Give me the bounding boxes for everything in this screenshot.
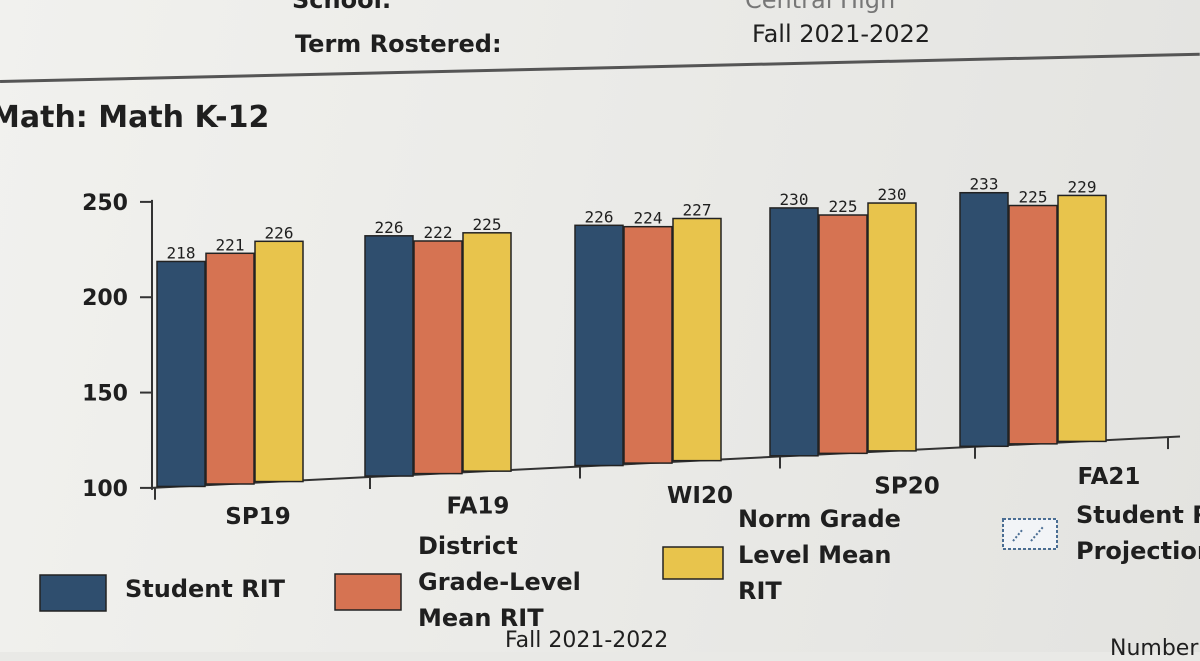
data-label-SP20-series-2: 225: [829, 197, 858, 216]
bar-FA19-series-1: [364, 235, 414, 477]
legend-swatch-hatch: [1012, 526, 1044, 542]
data-label-FA19-series-3: 225: [473, 215, 502, 234]
legend-label-district-mean-line-3: Mean RIT: [418, 604, 544, 632]
bar-FA21-series-1: [959, 191, 1009, 448]
bar-FA19-series-2: [413, 240, 463, 475]
bar-SP20-series-1: [769, 207, 819, 457]
y-tick-label-100: 100: [82, 477, 128, 502]
x-tick-label-FA21: FA21: [1078, 464, 1141, 490]
bar-SP20-series-3: [867, 202, 917, 452]
x-tick-label-FA19: FA19: [447, 494, 510, 520]
legend-swatch-norm-mean: [662, 546, 724, 580]
legend-swatch-student-projection: [1002, 518, 1058, 550]
y-tick-label-200: 200: [82, 286, 128, 311]
data-label-SP19-series-2: 221: [216, 235, 245, 254]
chart-bars: [156, 191, 1107, 488]
data-label-SP20-series-3: 230: [878, 185, 907, 204]
school-label: School:: [292, 0, 392, 14]
legend-label-student-projection-line-1: Student R: [1076, 501, 1200, 529]
chart-legend: Student RIT District Grade-Level Mean RIT No…: [39, 501, 1200, 632]
bar-SP19-series-1: [156, 260, 206, 488]
data-label-FA21-series-1: 233: [970, 175, 999, 194]
bar-WI20-series-2: [623, 225, 673, 464]
data-label-WI20-series-1: 226: [585, 207, 614, 226]
y-tick-label-150: 150: [82, 382, 128, 407]
data-label-FA21-series-3: 229: [1068, 177, 1097, 196]
legend-label-student-projection-line-2: Projection: [1076, 537, 1200, 565]
bar-WI20-series-1: [574, 224, 624, 467]
bar-SP19-series-2: [205, 252, 255, 485]
legend-label-district-mean-line-2: Grade-Level: [418, 568, 581, 596]
legend-label-student-rit-line-1: Student RIT: [125, 575, 286, 603]
term-rostered-label: Term Rostered:: [295, 30, 502, 58]
chart-labels: 218 221 226 SP19 226 222 225 FA19 226 224 227 WI20 2…: [167, 175, 1141, 530]
term-rostered-value: Fall 2021-2022: [752, 20, 931, 48]
bar-WI20-series-3: [672, 217, 722, 462]
footer-term: Fall 2021-2022: [505, 628, 669, 653]
bar-SP19-series-3: [254, 240, 304, 483]
legend-label-district-mean-line-1: District: [418, 532, 518, 560]
y-tick-label-250: 250: [82, 191, 128, 216]
legend-label-norm-mean-line-1: Norm Grade: [738, 505, 901, 533]
legend-swatch-student-rit: [39, 574, 107, 612]
school-value: Central High: [745, 0, 896, 14]
data-label-SP19-series-1: 218: [167, 243, 196, 262]
x-tick-label-SP20: SP20: [874, 473, 939, 499]
x-tick-label-SP19: SP19: [225, 504, 290, 530]
bar-FA19-series-3: [462, 232, 512, 472]
x-tick-label-WI20: WI20: [667, 483, 733, 509]
data-label-WI20-series-2: 224: [634, 209, 663, 228]
legend-label-norm-mean-line-3: RIT: [738, 577, 782, 605]
data-label-SP20-series-1: 230: [780, 190, 809, 209]
data-label-FA19-series-2: 222: [424, 223, 453, 242]
data-label-FA19-series-1: 226: [375, 218, 404, 237]
data-label-FA21-series-2: 225: [1019, 188, 1048, 207]
footer-number-label: Number: [1110, 636, 1199, 661]
legend-label-norm-mean-line-2: Level Mean: [738, 541, 892, 569]
data-label-WI20-series-3: 227: [683, 201, 712, 220]
bar-FA21-series-2: [1008, 204, 1058, 445]
bar-SP20-series-2: [818, 214, 868, 455]
legend-swatch-district-mean: [334, 573, 402, 611]
section-title: Math: Math K-12: [0, 100, 270, 135]
data-label-SP19-series-3: 226: [265, 223, 294, 242]
bar-FA21-series-3: [1057, 194, 1107, 443]
